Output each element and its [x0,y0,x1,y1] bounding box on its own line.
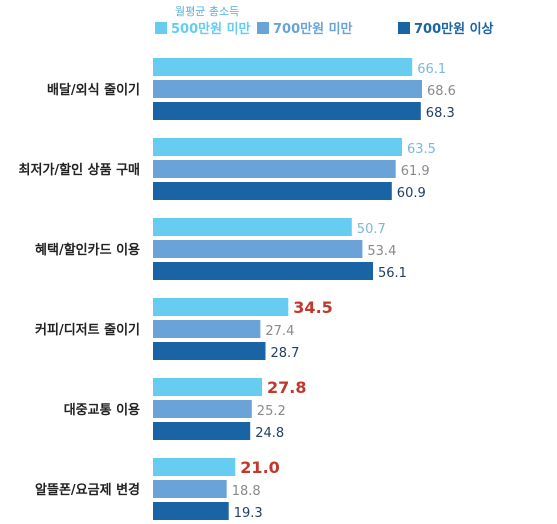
value-labels: 66.1 68.6 68.3 63.5 61.9 60.9 50.7 53.4 56.1 34.5… [232,62,456,521]
bar-최저가-할인-상품-구매-series-3 [153,182,392,200]
legend-label-1: 500만원 미만 [171,21,251,37]
bar-혜택-할인카드-이용-series-3 [153,262,373,280]
bar-대중교통-이용-series-1 [153,378,262,396]
bar-커피-디저트-줄이기-series-1 [153,298,289,316]
bar-알뜰폰-요금제-변경-series-2 [153,480,227,498]
value-label-알뜰폰-요금제-변경-series-3: 19.3 [234,506,263,521]
legend-swatch-3 [398,22,410,34]
legend-swatch-2 [257,22,269,34]
value-label-혜택-할인카드-이용-series-2: 53.4 [367,244,396,259]
category-label-2: 최저가/할인 상품 구매 [19,162,140,178]
value-label-혜택-할인카드-이용-series-3: 56.1 [378,266,407,281]
category-label-4: 커피/디저트 줄이기 [35,322,140,338]
value-label-알뜰폰-요금제-변경-series-2: 18.8 [232,484,261,499]
bar-커피-디저트-줄이기-series-3 [153,342,266,360]
value-label-최저가-할인-상품-구매-series-2: 61.9 [401,164,430,179]
bar-혜택-할인카드-이용-series-2 [153,240,363,258]
legend: 월평균 총소득 500만원 미만 700만원 미만 700만원 이상 [155,5,494,37]
bar-알뜰폰-요금제-변경-series-3 [153,502,229,520]
category-label-5: 대중교통 이용 [64,402,140,418]
value-label-커피-디저트-줄이기-series-1: 34.5 [293,298,332,317]
category-label-3: 혜택/할인카드 이용 [35,242,140,258]
bar-배달-외식-줄이기-series-3 [153,102,421,120]
value-label-커피-디저트-줄이기-series-2: 27.4 [265,324,294,339]
value-label-대중교통-이용-series-1: 27.8 [267,378,306,397]
value-label-최저가-할인-상품-구매-series-3: 60.9 [397,186,426,201]
value-label-알뜰폰-요금제-변경-series-1: 21.0 [240,458,279,477]
legend-label-3: 700만원 이상 [414,21,494,37]
legend-label-2: 700만원 미만 [273,21,353,37]
value-label-최저가-할인-상품-구매-series-1: 63.5 [407,142,436,157]
value-label-배달-외식-줄이기-series-3: 68.3 [426,106,455,121]
legend-title: 월평균 총소득 [175,5,239,18]
bar-배달-외식-줄이기-series-1 [153,58,413,76]
bar-최저가-할인-상품-구매-series-1 [153,138,402,156]
bar-대중교통-이용-series-3 [153,422,251,440]
value-label-대중교통-이용-series-2: 25.2 [257,404,286,419]
value-label-대중교통-이용-series-3: 24.8 [255,426,284,441]
value-label-배달-외식-줄이기-series-2: 68.6 [427,84,456,99]
value-label-커피-디저트-줄이기-series-3: 28.7 [271,346,300,361]
bars [153,58,422,520]
value-label-배달-외식-줄이기-series-1: 66.1 [417,62,446,77]
category-label-1: 배달/외식 줄이기 [47,82,140,98]
bar-배달-외식-줄이기-series-2 [153,80,422,98]
bar-알뜰폰-요금제-변경-series-1 [153,458,236,476]
category-label-6: 알뜰폰/요금제 변경 [35,482,140,498]
legend-swatch-1 [155,22,167,34]
bar-혜택-할인카드-이용-series-1 [153,218,352,236]
bar-커피-디저트-줄이기-series-2 [153,320,261,338]
value-label-혜택-할인카드-이용-series-1: 50.7 [357,222,386,237]
bar-최저가-할인-상품-구매-series-2 [153,160,396,178]
bar-대중교통-이용-series-2 [153,400,252,418]
